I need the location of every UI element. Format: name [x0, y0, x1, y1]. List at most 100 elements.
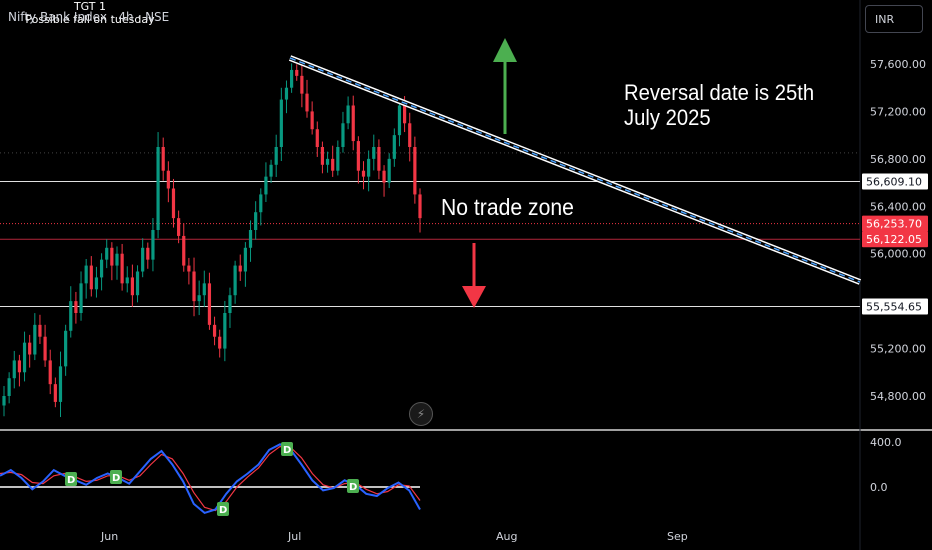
candle-body — [115, 253, 119, 266]
candle-body — [269, 164, 273, 177]
reversal-annotation: Reversal date is 25th July 2025 — [624, 80, 826, 130]
candle-body — [351, 105, 355, 142]
reversal-line-1: Reversal date is 25th — [624, 80, 815, 105]
green-arrow-head — [493, 38, 517, 62]
candle-body — [228, 295, 232, 313]
candle-body — [254, 212, 258, 230]
candle-body — [135, 271, 140, 296]
candle-body — [110, 247, 114, 266]
candle-body — [238, 265, 242, 272]
candle-body — [397, 105, 402, 136]
osc-fast-line — [0, 443, 421, 515]
candle-body — [156, 147, 160, 230]
candle-body — [43, 336, 47, 361]
candle-body — [341, 123, 345, 147]
candle-body — [22, 342, 27, 373]
signal-marker-4 — [347, 479, 359, 493]
level-label-bg-2 — [862, 231, 928, 248]
candle-body — [243, 247, 247, 272]
osc-slow-line — [0, 445, 421, 512]
y-tick-label-1: 55,200.00 — [870, 343, 926, 356]
candle-body — [89, 265, 93, 290]
candle-body — [125, 277, 129, 284]
candle-body — [146, 247, 150, 260]
lightning-icon[interactable]: ⚡ — [409, 402, 433, 426]
y-tick-label-6: 57,600.00 — [870, 58, 926, 71]
candle-body — [58, 366, 63, 402]
candle-body — [372, 147, 376, 159]
candle-body — [218, 336, 222, 349]
candle-body — [392, 135, 396, 159]
level-label-2: 56,122.05 — [866, 233, 922, 246]
candle-body — [387, 158, 391, 183]
candle-body — [2, 396, 6, 406]
candle-body — [151, 230, 155, 260]
candle-body — [197, 295, 201, 302]
reversal-line-2: July 2025 — [624, 105, 711, 130]
x-tick-label-1: Jul — [287, 530, 301, 543]
target-line-2: Possible fall on tuesday — [25, 13, 155, 26]
y-tick-label-2: 56,000.00 — [870, 248, 926, 261]
trendline-dash — [289, 57, 861, 283]
candle-body — [264, 176, 268, 195]
candle-body — [320, 147, 325, 165]
candle-body — [38, 324, 42, 337]
candle-body — [346, 105, 350, 124]
signal-label-2: D — [219, 505, 227, 516]
signal-marker-2 — [217, 502, 229, 516]
level-label-3: 55,554.65 — [866, 301, 922, 314]
signal-label-1: D — [112, 473, 120, 484]
candle-body — [325, 158, 330, 165]
osc-tick-label-0: 0.0 — [870, 481, 888, 494]
candle-body — [300, 75, 304, 94]
candle-body — [259, 194, 263, 213]
candle-body — [408, 123, 412, 147]
candle-body — [336, 147, 340, 171]
candle-body — [331, 158, 335, 171]
candle-body — [94, 277, 99, 290]
candle-body — [290, 69, 294, 88]
level-label-bg-3 — [862, 298, 928, 315]
candle-body — [17, 360, 22, 373]
signal-marker-1 — [110, 470, 122, 484]
candle-body — [187, 265, 191, 272]
signal-label-3: D — [283, 445, 291, 456]
candle-body — [69, 301, 73, 331]
level-label-0: 56,609.10 — [866, 175, 922, 188]
candle-body — [161, 147, 165, 171]
candle-body — [356, 141, 360, 171]
candle-body — [367, 158, 371, 177]
candle-body — [166, 170, 170, 189]
signal-marker-3 — [281, 442, 293, 456]
level-label-bg-1 — [862, 215, 928, 232]
level-label-bg-0 — [862, 173, 928, 190]
candle-body — [74, 301, 78, 313]
candle-body — [418, 194, 422, 219]
y-tick-label-0: 54,800.00 — [870, 390, 926, 403]
x-tick-label-2: Aug — [496, 530, 517, 543]
candle-body — [284, 87, 289, 100]
candle-body — [382, 170, 386, 183]
candle-body — [171, 188, 176, 219]
candle-body — [402, 105, 407, 124]
candle-body — [233, 265, 237, 296]
candle-body — [377, 147, 381, 171]
candle-body — [182, 235, 186, 266]
y-tick-label-3: 56,400.00 — [870, 200, 926, 213]
chart-title: Nifty Bank Index · 4h · NSE — [8, 10, 170, 24]
candle-body — [279, 99, 283, 147]
candle-body — [295, 69, 299, 76]
red-arrow-head — [462, 286, 486, 308]
candle-body — [361, 170, 366, 177]
y-tick-label-4: 56,800.00 — [870, 153, 926, 166]
candle-body — [274, 147, 278, 165]
currency-button[interactable]: INR — [865, 5, 923, 33]
target-line-1: TGT 1 — [73, 0, 107, 13]
level-label-1: 56,253.70 — [866, 218, 922, 231]
signal-label-0: D — [67, 475, 75, 486]
candle-body — [130, 277, 134, 296]
candle-body — [315, 129, 319, 147]
candle-body — [84, 265, 88, 284]
candle-body — [248, 230, 253, 248]
